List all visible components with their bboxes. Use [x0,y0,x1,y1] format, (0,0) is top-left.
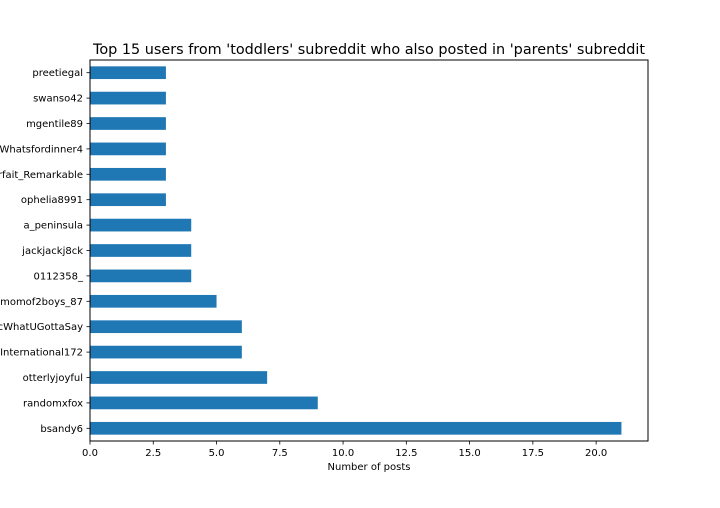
y-tick-label: Whatsfordinner4 [0,144,83,155]
bar-preetiegal [90,66,166,80]
x-tick-label: 5.0 [209,448,225,459]
x-axis: 0.0 2.5 5.0 7.5 10.0 12.5 15.0 17.5 20.0 [82,441,607,459]
y-tick-label: momof2boys_87 [0,297,83,308]
y-axis: bsandy6 randomxfox otterlyjoyful Internatio… [0,68,90,435]
y-tick-label: preetiegal [32,68,83,79]
x-axis-label: Number of posts [328,462,411,473]
bar-momof2boys_87 [90,294,217,308]
bar-cWhatUGottaSay [90,320,242,334]
x-tick-label: 12.5 [395,448,417,459]
bar-Whatsfordinner4 [90,142,166,156]
y-tick-label: swanso42 [33,94,83,105]
chart-title: Top 15 users from 'toddlers' subreddit w… [92,42,645,58]
bars [90,66,622,435]
y-tick-label: otterlyjoyful [23,373,83,384]
y-tick-label: 0112358_ [33,271,84,282]
y-tick-label: randomxfox [23,398,83,409]
y-tick-label: International172 [0,348,83,359]
bar-International172 [90,345,242,359]
bar-bsandy6 [90,421,622,435]
y-tick-label: cWhatUGottaSay [0,322,83,333]
x-tick-label: 17.5 [522,448,544,459]
x-tick-label: 10.0 [332,448,354,459]
x-tick-label: 7.5 [272,448,288,459]
x-tick-label: 0.0 [82,448,98,459]
x-tick-label: 15.0 [458,448,480,459]
bar-a_peninsula [90,218,192,232]
bar-rfait_Remarkable [90,167,166,181]
bar-mgentile89 [90,117,166,130]
bar-randomxfox [90,396,318,410]
y-tick-label: rfait_Remarkable [0,170,83,181]
bar-jackjackj8ck [90,244,192,257]
bar-0112358_ [90,269,192,283]
bar-swanso42 [90,91,166,105]
bar-otterlyjoyful [90,371,268,384]
bar-ophelia8991 [90,193,166,207]
plot-frame [89,59,649,442]
y-tick-label: a_peninsula [23,221,83,232]
y-tick-label: jackjackj8ck [21,246,83,257]
y-tick-label: mgentile89 [26,119,83,130]
x-tick-label: 20.0 [585,448,607,459]
y-tick-label: ophelia8991 [21,195,83,206]
x-tick-label: 2.5 [145,448,161,459]
y-tick-label: bsandy6 [40,424,83,435]
